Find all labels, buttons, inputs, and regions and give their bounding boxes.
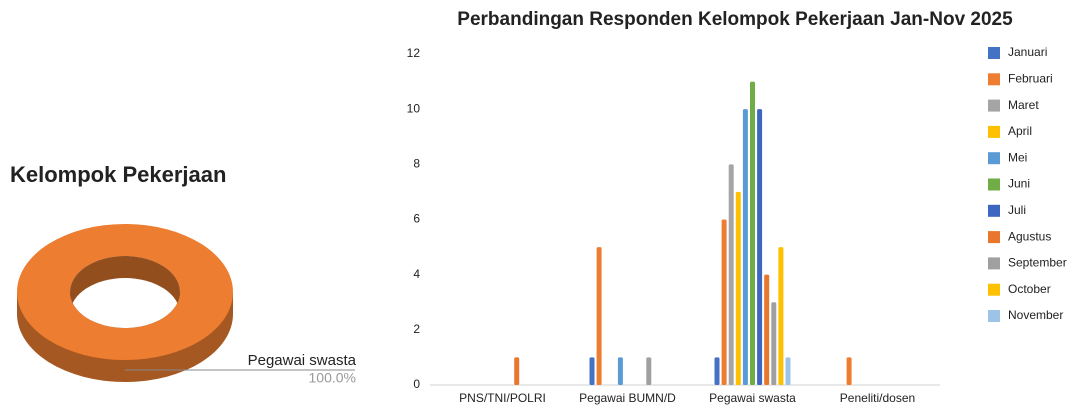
y-tick-label: 4 xyxy=(413,267,420,281)
pie-title: Kelompok Pekerjaan xyxy=(10,162,226,187)
legend-swatch xyxy=(988,152,1000,165)
x-tick-label: Peneliti/dosen xyxy=(840,391,915,405)
legend-swatch xyxy=(988,257,1000,270)
legend-label: Februari xyxy=(1008,71,1053,85)
y-tick-label: 10 xyxy=(407,101,421,115)
legend-label: April xyxy=(1008,124,1032,138)
bar xyxy=(735,191,741,385)
legend-swatch xyxy=(988,47,1000,59)
legend-swatch xyxy=(988,310,1000,322)
bar xyxy=(785,357,791,385)
bar xyxy=(721,219,727,385)
bar xyxy=(757,109,763,386)
legend-label: Agustus xyxy=(1008,229,1051,243)
bar xyxy=(514,357,520,385)
pie-slice xyxy=(17,224,233,360)
legend-swatch xyxy=(988,283,1000,296)
legend-label: Mei xyxy=(1008,150,1027,164)
y-tick-label: 8 xyxy=(413,157,420,171)
pie-value-label: 100.0% xyxy=(309,370,356,386)
legend-label: Juni xyxy=(1008,177,1030,191)
bar xyxy=(750,81,755,385)
legend-swatch xyxy=(988,204,1000,217)
legend-label: October xyxy=(1008,282,1051,296)
x-tick-label: Pegawai BUMN/D xyxy=(579,391,676,405)
legend-swatch xyxy=(988,231,1000,244)
bar xyxy=(728,164,734,385)
y-tick-label: 0 xyxy=(413,377,420,391)
bar xyxy=(771,302,777,385)
bar xyxy=(742,109,748,386)
bar xyxy=(778,247,784,385)
legend-label: Maret xyxy=(1008,98,1039,112)
legend-label: November xyxy=(1008,308,1063,322)
bar xyxy=(714,357,720,385)
pie-label: Pegawai swasta xyxy=(248,352,357,369)
y-tick-label: 6 xyxy=(413,212,420,226)
pie-hole xyxy=(70,278,180,328)
legend-swatch xyxy=(988,73,1000,86)
y-tick-label: 12 xyxy=(407,46,421,60)
legend-label: Juli xyxy=(1008,203,1026,217)
bar xyxy=(764,274,770,385)
legend-swatch xyxy=(988,125,1000,138)
x-tick-label: PNS/TNI/POLRI xyxy=(459,391,546,405)
bar xyxy=(646,357,652,385)
legend-label: September xyxy=(1008,256,1067,270)
legend-label: Januari xyxy=(1008,45,1047,59)
y-tick-label: 2 xyxy=(413,322,420,336)
bar xyxy=(846,357,852,385)
x-tick-label: Pegawai swasta xyxy=(709,391,796,405)
bar xyxy=(589,357,595,385)
bar xyxy=(617,357,623,385)
bar-title: Perbandingan Responden Kelompok Pekerjaa… xyxy=(457,9,1013,30)
legend-swatch xyxy=(988,99,1000,112)
bar xyxy=(596,247,602,385)
legend-swatch xyxy=(988,178,1000,191)
